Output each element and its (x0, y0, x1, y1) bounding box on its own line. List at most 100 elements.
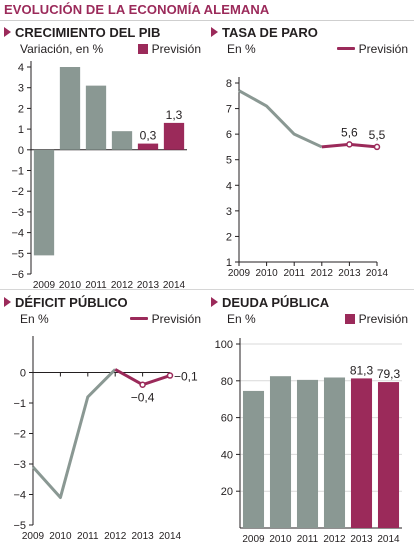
data-label: 1,3 (166, 108, 183, 122)
bar (296, 379, 319, 528)
x-tick-label: 2012 (323, 534, 346, 545)
bar (33, 149, 55, 256)
legend-swatch (137, 44, 148, 54)
y-tick-label: 60 (221, 413, 233, 425)
y-tick-label: 8 (226, 78, 232, 90)
y-tick-label: −3 (13, 459, 26, 471)
chart-subtitle: En % (227, 312, 256, 326)
legend-swatch (129, 317, 148, 320)
y-tick-label: 1 (18, 124, 24, 136)
row-divider (0, 289, 414, 290)
x-tick-label: 2010 (255, 268, 278, 279)
y-tick-label: 2 (18, 103, 24, 115)
y-tick-label: 3 (226, 206, 232, 218)
x-tick-label: 2010 (49, 531, 72, 542)
bar (242, 390, 265, 528)
y-tick-label: 4 (18, 62, 24, 74)
chart-legend: Previsión (336, 42, 408, 56)
triangle-marker-icon (4, 27, 11, 37)
x-tick-label: 2010 (59, 280, 82, 291)
y-tick-label: −2 (13, 429, 26, 441)
y-tick-label: 1 (226, 257, 232, 269)
x-tick-label: 2013 (131, 531, 154, 542)
paro-line-chart: 1 2 3 4 5 6 7 8 2009 2010 2011 2012 2013 2014 5,6 5,5 (226, 77, 389, 279)
y-tick-label: −4 (11, 228, 24, 240)
data-label: 5,6 (341, 125, 358, 139)
y-tick-label: 4 (226, 180, 232, 192)
y-tick-label: 20 (221, 486, 233, 498)
x-tick-label: 2009 (242, 534, 265, 545)
chart-legend: Previsión (344, 312, 408, 326)
y-tick-label: −5 (13, 520, 26, 532)
chart-title: DÉFICIT PÚBLICO (4, 295, 128, 310)
x-tick-label: 2009 (228, 268, 251, 279)
bar (350, 378, 373, 528)
data-point (139, 381, 146, 388)
deuda-bar-chart: 20 40 60 80 100 2009 2010 2011 2012 2013 2014 81,3 7… (215, 338, 402, 545)
x-tick-label: 2010 (269, 534, 292, 545)
legend-label: Previsión (358, 312, 408, 326)
title-divider (0, 20, 414, 21)
chart-title-text: TASA DE PARO (222, 25, 318, 40)
legend-label: Previsión (151, 312, 201, 326)
chart-panel-pib: CRECIMIENTO DEL PIB Variación, en % Prev… (0, 22, 207, 291)
chart-subtitle: En % (20, 312, 49, 326)
x-tick-label: 2013 (350, 534, 373, 545)
x-tick-label: 2013 (137, 280, 160, 291)
bar (323, 377, 346, 528)
bar (85, 85, 107, 150)
x-tick-label: 2014 (366, 268, 389, 279)
chart-panel-deuda: DEUDA PÚBLICA En % Previsión 20 40 60 80 100… (207, 292, 414, 552)
chart-legend: Previsión (137, 42, 201, 56)
series-line-historic (31, 368, 117, 500)
y-tick-label: −1 (11, 166, 24, 178)
data-point (166, 372, 174, 379)
chart-legend: Previsión (129, 312, 201, 326)
x-tick-label: 2011 (297, 534, 319, 545)
x-tick-label: 2013 (338, 268, 361, 279)
x-tick-label: 2014 (163, 280, 186, 291)
data-label: 5,5 (369, 128, 386, 142)
y-tick-label: 3 (18, 83, 24, 95)
triangle-marker-icon (4, 297, 11, 307)
bar (111, 131, 133, 150)
bar (269, 376, 292, 528)
bar (137, 143, 159, 150)
y-tick-label: −2 (11, 186, 24, 198)
x-tick-label: 2011 (85, 280, 107, 291)
x-tick-label: 2012 (311, 268, 334, 279)
triangle-marker-icon (211, 297, 218, 307)
y-tick-label: −3 (11, 207, 24, 219)
y-tick-label: 40 (221, 449, 233, 461)
y-tick-label: −5 (11, 248, 24, 260)
x-tick-label: 2012 (111, 280, 134, 291)
legend-swatch (336, 47, 355, 50)
series-line-historic (238, 89, 323, 149)
chart-subtitle: En % (227, 42, 256, 56)
chart-subtitle: Variación, en % (20, 42, 104, 56)
y-tick-label: −4 (13, 490, 26, 502)
x-tick-label: 2011 (77, 531, 99, 542)
chart-title: DEUDA PÚBLICA (211, 295, 329, 310)
bar (377, 382, 400, 528)
y-tick-label: 80 (221, 376, 233, 388)
legend-label: Previsión (151, 42, 201, 56)
y-tick-label: 0 (20, 368, 26, 380)
y-tick-label: 5 (226, 155, 232, 167)
y-tick-label: −1 (13, 398, 26, 410)
y-tick-label: 100 (215, 339, 233, 351)
x-tick-label: 2011 (283, 268, 305, 279)
y-tick-label: 7 (226, 104, 232, 116)
bar (59, 67, 81, 150)
pib-bar-chart: −6 −5 −4 −3 −2 −1 0 1 2 3 4 2009 2010 2011 2012 2013 201… (11, 61, 187, 291)
x-tick-label: 2014 (377, 534, 400, 545)
data-label: 0,3 (140, 129, 157, 143)
legend-label: Previsión (358, 42, 408, 56)
data-point (373, 143, 381, 151)
bar (163, 122, 185, 150)
data-label: 81,3 (350, 363, 374, 377)
chart-panel-deficit: DÉFICIT PÚBLICO En % Previsión −5 −4 −3 −2 −… (0, 292, 207, 552)
page-title: EVOLUCIÓN DE LA ECONOMÍA ALEMANA (4, 2, 270, 17)
y-tick-label: −6 (11, 269, 24, 281)
chart-title-text: CRECIMIENTO DEL PIB (15, 25, 161, 40)
